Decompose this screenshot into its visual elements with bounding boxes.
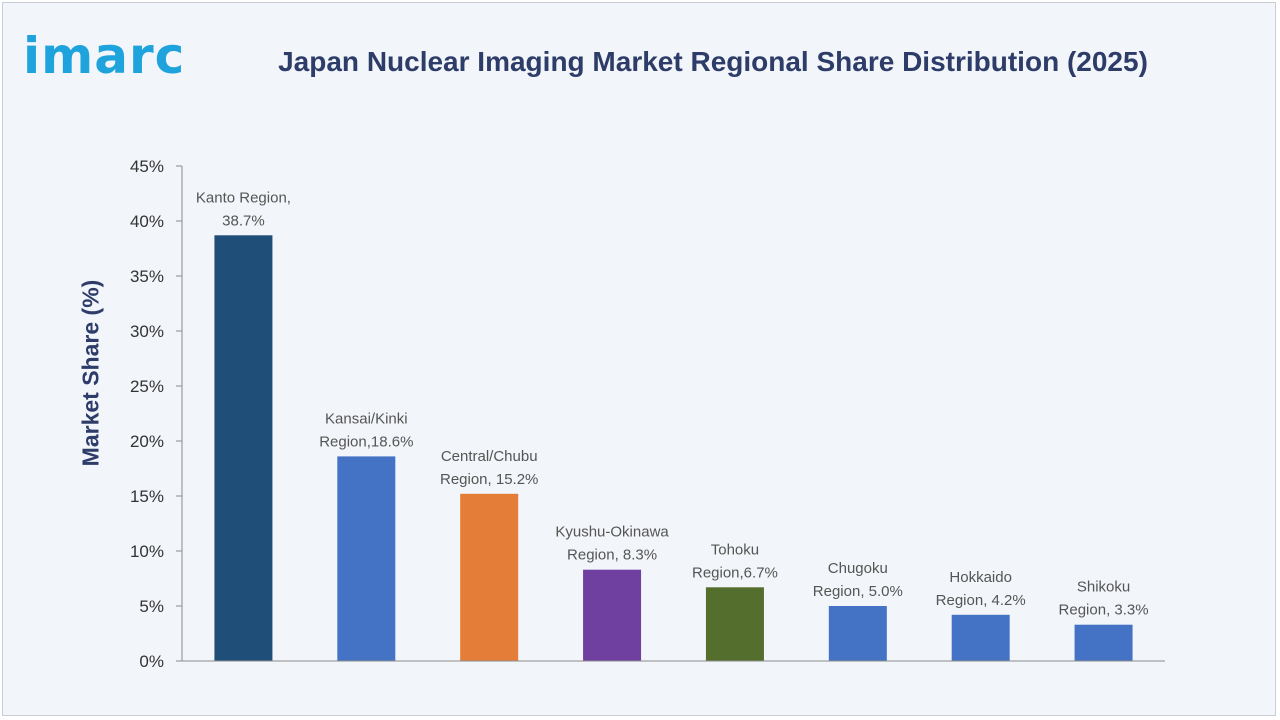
- y-tick-label: 20%: [130, 432, 164, 451]
- bar: [1074, 624, 1133, 661]
- bar-data-label: Kansai/Kinki: [325, 410, 408, 427]
- bar-data-label: Kanto Region,: [196, 189, 291, 206]
- bar-data-label: Hokkaido: [949, 569, 1012, 586]
- bar: [951, 614, 1010, 661]
- y-tick-label: 10%: [130, 542, 164, 561]
- bar-data-label: Chugoku: [828, 560, 888, 577]
- bar-data-label: Tohoku: [711, 541, 759, 558]
- y-tick-label: 30%: [130, 322, 164, 341]
- bar: [460, 493, 519, 661]
- bar-data-label: Central/Chubu: [441, 448, 538, 465]
- bar: [214, 235, 273, 662]
- bar-data-label: Region, 5.0%: [813, 583, 903, 600]
- y-tick-label: 40%: [130, 212, 164, 231]
- bar-data-label: Kyushu-Okinawa: [555, 524, 669, 541]
- bar: [337, 456, 396, 661]
- bar-data-label: Region,6.7%: [692, 564, 778, 581]
- bar: [583, 569, 642, 661]
- bar-data-label: Region, 4.2%: [936, 592, 1026, 609]
- bar: [828, 606, 887, 661]
- bar-data-label: Shikoku: [1077, 579, 1130, 596]
- bar: [705, 587, 764, 661]
- y-tick-label: 5%: [139, 597, 164, 616]
- y-tick-label: 25%: [130, 377, 164, 396]
- bar-data-label: Region, 15.2%: [440, 471, 538, 488]
- y-tick-label: 45%: [130, 157, 164, 176]
- y-tick-label: 35%: [130, 267, 164, 286]
- bar-data-label: Region,18.6%: [319, 433, 413, 450]
- y-tick-label: 15%: [130, 487, 164, 506]
- imarc-logo: imarc: [23, 27, 186, 85]
- bar-data-label: 38.7%: [222, 212, 265, 229]
- bar-data-label: Region, 3.3%: [1059, 602, 1149, 619]
- y-tick-label: 0%: [139, 652, 164, 671]
- bar-data-label: Region, 8.3%: [567, 547, 657, 564]
- chart-title: Japan Nuclear Imaging Market Regional Sh…: [278, 46, 1148, 77]
